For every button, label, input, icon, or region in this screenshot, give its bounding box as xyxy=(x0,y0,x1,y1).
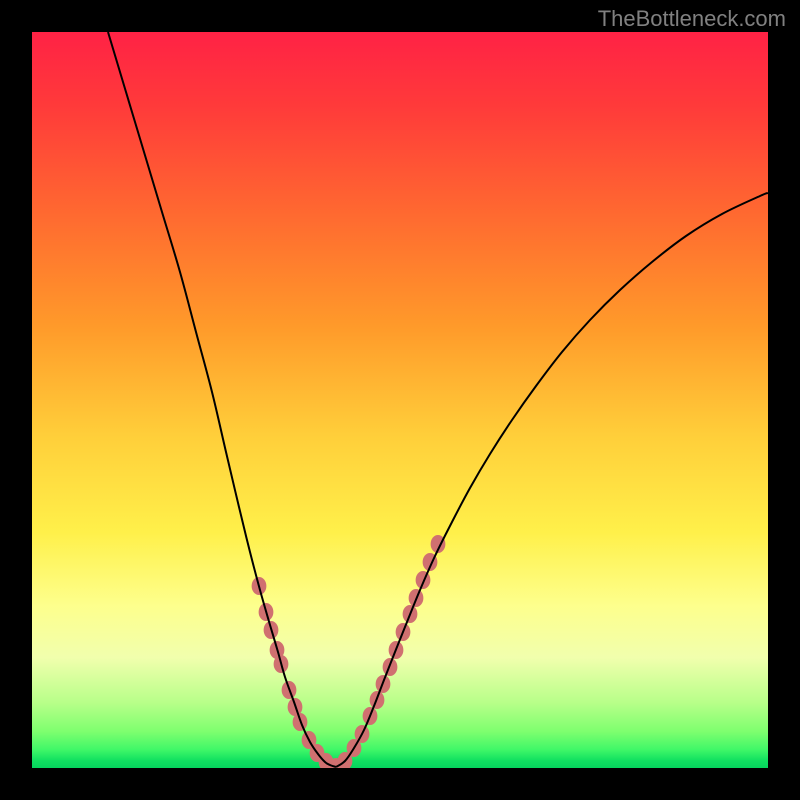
chart-marker xyxy=(270,641,285,659)
curve-left xyxy=(108,32,336,767)
chart-marker xyxy=(363,707,378,725)
chart-marker xyxy=(383,658,398,676)
chart-marker xyxy=(319,753,334,768)
chart-marker xyxy=(264,621,279,639)
chart-marker xyxy=(431,535,446,553)
chart-marker xyxy=(288,698,303,716)
chart-svg xyxy=(32,32,768,768)
marker-group-left xyxy=(252,577,344,768)
chart-marker xyxy=(409,589,424,607)
chart-marker xyxy=(355,725,370,743)
chart-marker xyxy=(259,603,274,621)
chart-marker xyxy=(338,752,353,768)
chart-marker xyxy=(252,577,267,595)
chart-marker xyxy=(310,744,325,762)
chart-marker xyxy=(423,553,438,571)
chart-marker xyxy=(389,641,404,659)
chart-marker xyxy=(282,681,297,699)
chart-marker xyxy=(274,655,289,673)
chart-marker xyxy=(302,731,317,749)
chart-marker xyxy=(376,675,391,693)
chart-marker xyxy=(403,605,418,623)
chart-marker xyxy=(416,571,431,589)
curve-right xyxy=(336,193,768,767)
watermark-text: TheBottleneck.com xyxy=(598,6,786,32)
chart-marker xyxy=(396,623,411,641)
chart-marker xyxy=(347,739,362,757)
chart-marker xyxy=(370,691,385,709)
chart-frame xyxy=(32,32,768,768)
marker-group-right xyxy=(338,535,446,768)
chart-marker xyxy=(329,758,344,768)
chart-marker xyxy=(293,713,308,731)
